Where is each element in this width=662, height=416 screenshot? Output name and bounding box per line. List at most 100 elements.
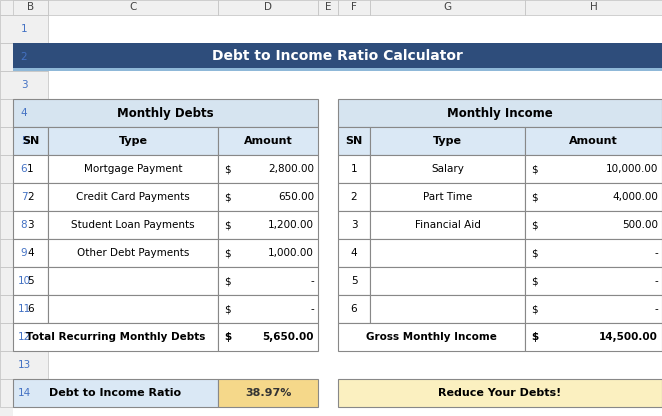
Text: 7: 7 bbox=[21, 192, 27, 202]
Text: 9: 9 bbox=[21, 248, 27, 258]
Bar bbox=[0, 211, 48, 239]
Bar bbox=[13, 267, 48, 295]
Text: Total Recurring Monthly Debts: Total Recurring Monthly Debts bbox=[26, 332, 205, 342]
Text: 5: 5 bbox=[27, 276, 34, 286]
Text: 1,200.00: 1,200.00 bbox=[268, 220, 314, 230]
Text: 8: 8 bbox=[21, 220, 27, 230]
Text: 10: 10 bbox=[17, 276, 30, 286]
Bar bbox=[0, 43, 48, 71]
Text: SN: SN bbox=[346, 136, 363, 146]
Bar bbox=[13, 127, 48, 155]
Text: 38.97%: 38.97% bbox=[245, 388, 291, 398]
Text: Debt to Income Ratio Calculator: Debt to Income Ratio Calculator bbox=[212, 49, 463, 62]
Bar bbox=[0, 295, 48, 323]
Text: Student Loan Payments: Student Loan Payments bbox=[71, 220, 195, 230]
Bar bbox=[525, 127, 662, 155]
Text: $: $ bbox=[224, 192, 230, 202]
Bar bbox=[48, 183, 218, 211]
Bar bbox=[370, 183, 525, 211]
Bar bbox=[13, 99, 318, 127]
Text: 14,500.00: 14,500.00 bbox=[599, 332, 658, 342]
Bar bbox=[0, 0, 13, 416]
Text: Amount: Amount bbox=[569, 136, 618, 146]
Text: 2,800.00: 2,800.00 bbox=[268, 164, 314, 174]
Bar bbox=[370, 211, 525, 239]
Text: 12: 12 bbox=[17, 332, 30, 342]
Bar bbox=[370, 295, 525, 323]
Bar bbox=[218, 267, 318, 295]
Text: $: $ bbox=[531, 248, 538, 258]
Text: Credit Card Payments: Credit Card Payments bbox=[76, 192, 190, 202]
Text: H: H bbox=[590, 2, 597, 12]
Bar bbox=[525, 211, 662, 239]
Text: Reduce Your Debts!: Reduce Your Debts! bbox=[438, 388, 561, 398]
Bar bbox=[525, 323, 662, 351]
Bar bbox=[338, 295, 370, 323]
Bar bbox=[13, 379, 218, 407]
Bar bbox=[338, 155, 370, 183]
Text: D: D bbox=[264, 2, 272, 12]
Bar bbox=[0, 0, 48, 15]
Bar bbox=[370, 239, 525, 267]
Bar bbox=[525, 267, 662, 295]
Text: Financial Aid: Financial Aid bbox=[414, 220, 481, 230]
Text: 1: 1 bbox=[27, 164, 34, 174]
Bar bbox=[218, 183, 318, 211]
Text: E: E bbox=[325, 2, 331, 12]
Text: 500.00: 500.00 bbox=[622, 220, 658, 230]
Text: -: - bbox=[654, 276, 658, 286]
Bar bbox=[48, 0, 218, 15]
Text: 5: 5 bbox=[351, 276, 357, 286]
Text: Monthly Income: Monthly Income bbox=[447, 106, 553, 119]
Text: G: G bbox=[444, 2, 451, 12]
Text: 3: 3 bbox=[21, 80, 27, 90]
Text: 4,000.00: 4,000.00 bbox=[612, 192, 658, 202]
Text: 10,000.00: 10,000.00 bbox=[606, 164, 658, 174]
Text: 4: 4 bbox=[351, 248, 357, 258]
Bar bbox=[48, 155, 218, 183]
Bar bbox=[0, 323, 48, 351]
Text: 5,650.00: 5,650.00 bbox=[263, 332, 314, 342]
Text: -: - bbox=[310, 276, 314, 286]
Bar bbox=[370, 155, 525, 183]
Text: $: $ bbox=[531, 276, 538, 286]
Text: Other Debt Payments: Other Debt Payments bbox=[77, 248, 189, 258]
Bar bbox=[338, 323, 525, 351]
Bar bbox=[338, 211, 370, 239]
Text: 2: 2 bbox=[27, 192, 34, 202]
Text: -: - bbox=[310, 304, 314, 314]
Bar bbox=[338, 183, 370, 211]
Bar bbox=[0, 0, 662, 15]
Text: Debt to Income Ratio: Debt to Income Ratio bbox=[50, 388, 181, 398]
Text: 1,000.00: 1,000.00 bbox=[268, 248, 314, 258]
Bar bbox=[338, 267, 370, 295]
Bar bbox=[48, 239, 218, 267]
Bar bbox=[525, 239, 662, 267]
Bar bbox=[13, 239, 48, 267]
Bar bbox=[0, 379, 48, 407]
Bar bbox=[218, 239, 318, 267]
Text: 3: 3 bbox=[351, 220, 357, 230]
Text: $: $ bbox=[224, 220, 230, 230]
Bar bbox=[338, 379, 662, 407]
Bar bbox=[218, 295, 318, 323]
Bar bbox=[338, 239, 370, 267]
Bar bbox=[338, 0, 370, 15]
Text: 4: 4 bbox=[21, 108, 27, 118]
Text: Type: Type bbox=[433, 136, 462, 146]
Text: 1: 1 bbox=[21, 24, 27, 34]
Text: -: - bbox=[654, 248, 658, 258]
Bar bbox=[218, 211, 318, 239]
Text: Type: Type bbox=[118, 136, 148, 146]
Bar bbox=[13, 211, 48, 239]
Bar bbox=[13, 43, 662, 71]
Bar bbox=[13, 43, 662, 71]
Text: $: $ bbox=[224, 332, 231, 342]
Text: SN: SN bbox=[22, 136, 39, 146]
Bar bbox=[0, 267, 48, 295]
Text: $: $ bbox=[531, 332, 538, 342]
Bar bbox=[0, 15, 48, 43]
Bar bbox=[13, 323, 218, 351]
Text: $: $ bbox=[531, 304, 538, 314]
Bar bbox=[370, 0, 525, 15]
